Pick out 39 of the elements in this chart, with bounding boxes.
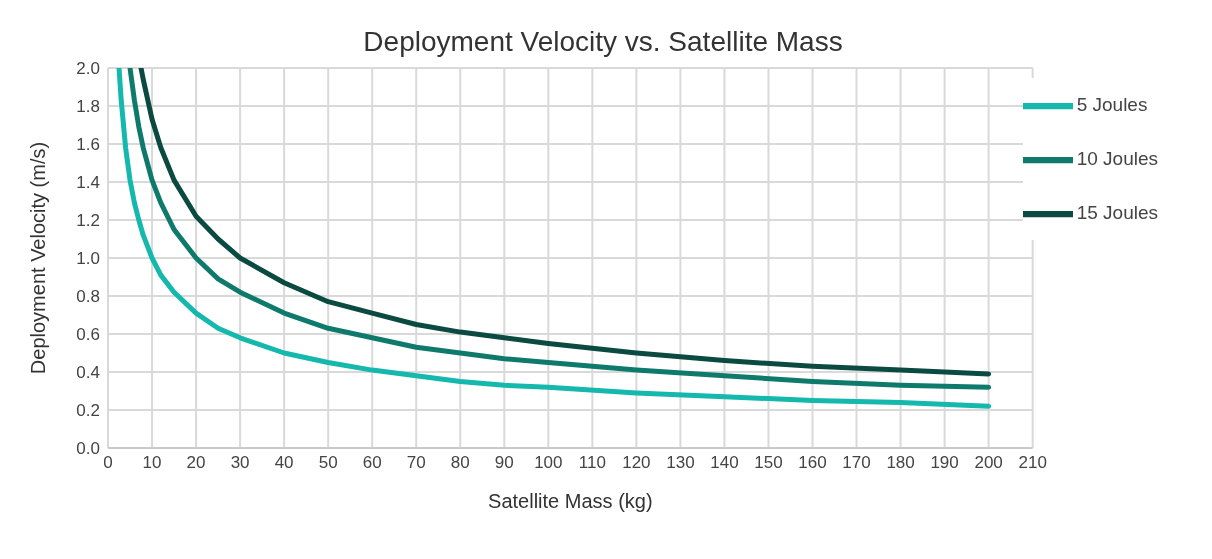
legend-label: 10 Joules bbox=[1076, 148, 1158, 169]
x-tick-label: 160 bbox=[798, 453, 827, 473]
legend-label: 15 Joules bbox=[1076, 202, 1158, 223]
chart-title: Deployment Velocity vs. Satellite Mass bbox=[362, 25, 844, 58]
x-tick-label: 100 bbox=[534, 453, 563, 473]
y-tick-label: 1.2 bbox=[76, 211, 100, 231]
x-tick-label: 10 bbox=[142, 453, 162, 473]
x-tick-label: 170 bbox=[842, 453, 871, 473]
x-tick-label: 80 bbox=[450, 453, 470, 473]
y-axis-title: Deployment Velocity (m/s) bbox=[27, 141, 50, 375]
x-tick-label: 70 bbox=[406, 453, 426, 473]
x-axis-title: Satellite Mass (kg) bbox=[488, 490, 653, 512]
x-tick-label: 210 bbox=[1018, 453, 1047, 473]
y-tick-label: 0.2 bbox=[76, 401, 100, 421]
x-tick-label: 40 bbox=[274, 453, 294, 473]
y-tick-label: 1.6 bbox=[76, 135, 100, 155]
x-tick-label: 90 bbox=[494, 453, 514, 473]
x-tick-label: 30 bbox=[230, 453, 250, 473]
y-tick-label: 1.8 bbox=[76, 97, 100, 117]
y-tick-label: 0.6 bbox=[76, 325, 100, 345]
x-tick-label: 130 bbox=[666, 453, 695, 473]
x-tick-label: 0 bbox=[103, 453, 113, 473]
y-tick-label: 0.8 bbox=[76, 287, 100, 307]
x-tick-label: 200 bbox=[974, 453, 1003, 473]
legend-label: 5 Joules bbox=[1076, 94, 1148, 115]
x-tick-label: 120 bbox=[622, 453, 651, 473]
y-tick-label: 1.4 bbox=[76, 173, 100, 193]
x-tick-label: 140 bbox=[710, 453, 739, 473]
x-tick-label: 180 bbox=[886, 453, 915, 473]
x-tick-label: 190 bbox=[930, 453, 959, 473]
x-tick-label: 50 bbox=[318, 453, 338, 473]
x-tick-label: 110 bbox=[578, 453, 606, 473]
y-tick-label: 1.0 bbox=[76, 249, 100, 269]
y-tick-label: 0.4 bbox=[76, 363, 100, 383]
x-tick-label: 150 bbox=[754, 453, 783, 473]
y-tick-label: 2.0 bbox=[76, 59, 100, 79]
x-tick-label: 60 bbox=[362, 453, 382, 473]
x-tick-label: 20 bbox=[186, 453, 206, 473]
y-tick-label: 0.0 bbox=[76, 439, 100, 459]
